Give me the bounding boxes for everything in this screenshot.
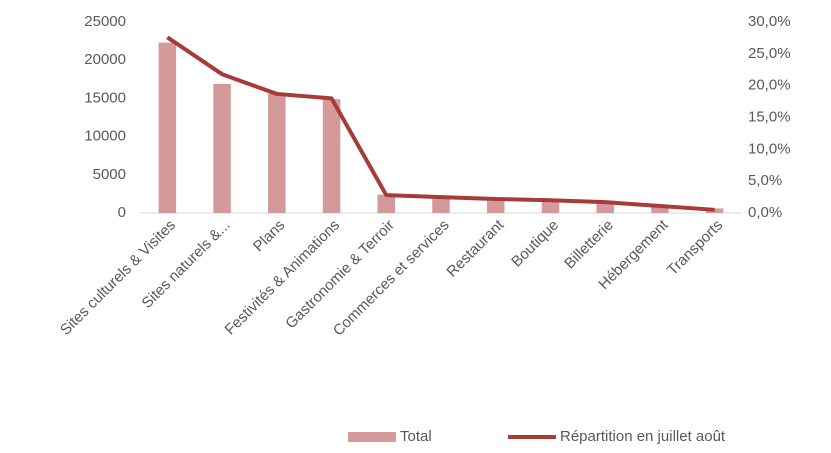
y-tick-label: 5000 xyxy=(93,166,126,183)
bar xyxy=(268,93,286,213)
y-tick-label: 0 xyxy=(118,204,126,221)
y2-tick-label: 15,0% xyxy=(748,108,791,125)
y2-tick-label: 20,0% xyxy=(748,77,791,94)
bar xyxy=(322,99,341,213)
line xyxy=(166,35,715,212)
legend-swatch xyxy=(348,432,396,442)
y2-tick-label: 0,0% xyxy=(748,204,782,221)
y2-tick-label: 25,0% xyxy=(748,45,791,62)
y-tick-label: 25000 xyxy=(84,13,126,30)
bar xyxy=(377,194,396,213)
y-tick-label: 15000 xyxy=(84,89,126,106)
y2-tick-label: 10,0% xyxy=(748,140,791,157)
y-tick-label: 20000 xyxy=(84,51,126,68)
bar xyxy=(432,196,450,213)
x-tick-label: Boutique xyxy=(508,217,562,271)
bar xyxy=(486,197,505,213)
y2-tick-label: 30,0% xyxy=(748,13,791,30)
x-tick-label: Gastronomie & Terroir xyxy=(282,217,398,333)
y2-tick-label: 5,0% xyxy=(748,172,782,189)
bar xyxy=(705,208,724,213)
x-tick-label: Transports xyxy=(664,217,726,279)
x-tick-label: Plans xyxy=(250,217,289,256)
y-tick-label: 10000 xyxy=(84,128,126,145)
bar xyxy=(158,42,177,214)
legend-label: Total xyxy=(400,428,432,445)
legend-label: Répartition en juillet août xyxy=(560,428,726,445)
bar xyxy=(651,205,669,213)
x-tick-label: Restaurant xyxy=(443,216,507,280)
x-tick-label: Billetterie xyxy=(561,217,617,273)
bar xyxy=(213,83,231,213)
